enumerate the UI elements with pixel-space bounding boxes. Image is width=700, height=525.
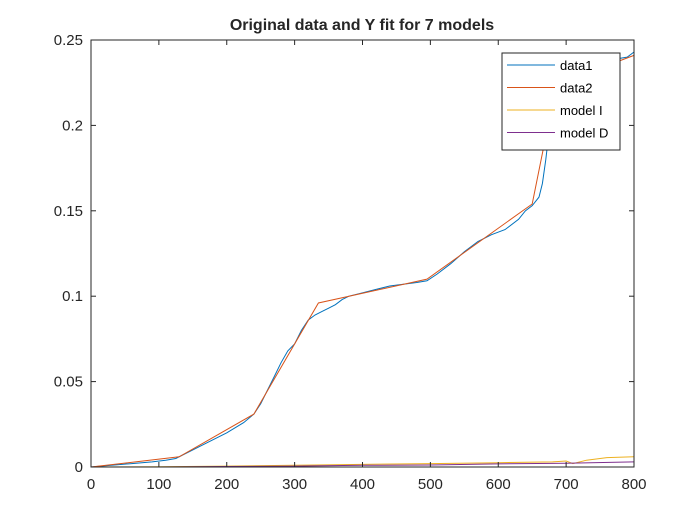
y-tick-label: 0.1: [62, 288, 83, 305]
x-tick-label: 100: [146, 476, 171, 493]
x-tick-label: 0: [87, 476, 95, 493]
x-tick-label: 400: [350, 476, 375, 493]
chart-title: Original data and Y fit for 7 models: [230, 17, 494, 34]
x-tick-label: 300: [282, 476, 307, 493]
x-axis: 0 100 200 300 400 500 600 700 800: [87, 40, 647, 493]
y-tick-label: 0.2: [62, 117, 83, 134]
legend-label: data1: [560, 58, 593, 73]
legend-label: data2: [560, 81, 593, 96]
x-tick-label: 800: [621, 476, 646, 493]
legend-label: model I: [560, 103, 603, 118]
y-tick-label: 0.05: [54, 374, 83, 391]
x-tick-label: 600: [486, 476, 511, 493]
x-tick-label: 700: [554, 476, 579, 493]
y-tick-label: 0: [75, 459, 83, 476]
y-tick-label: 0.25: [54, 32, 83, 49]
legend: data1 data2 model I model D: [501, 52, 621, 151]
y-tick-label: 0.15: [54, 203, 83, 220]
legend-box: [501, 52, 621, 151]
x-tick-label: 200: [214, 476, 239, 493]
y-axis: 0 0.05 0.1 0.15 0.2 0.25: [54, 32, 634, 476]
legend-label: model D: [560, 126, 608, 141]
x-tick-label: 500: [418, 476, 443, 493]
